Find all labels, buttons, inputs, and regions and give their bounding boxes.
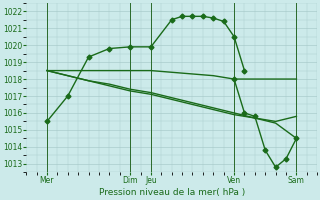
X-axis label: Pression niveau de la mer( hPa ): Pression niveau de la mer( hPa )	[99, 188, 245, 197]
